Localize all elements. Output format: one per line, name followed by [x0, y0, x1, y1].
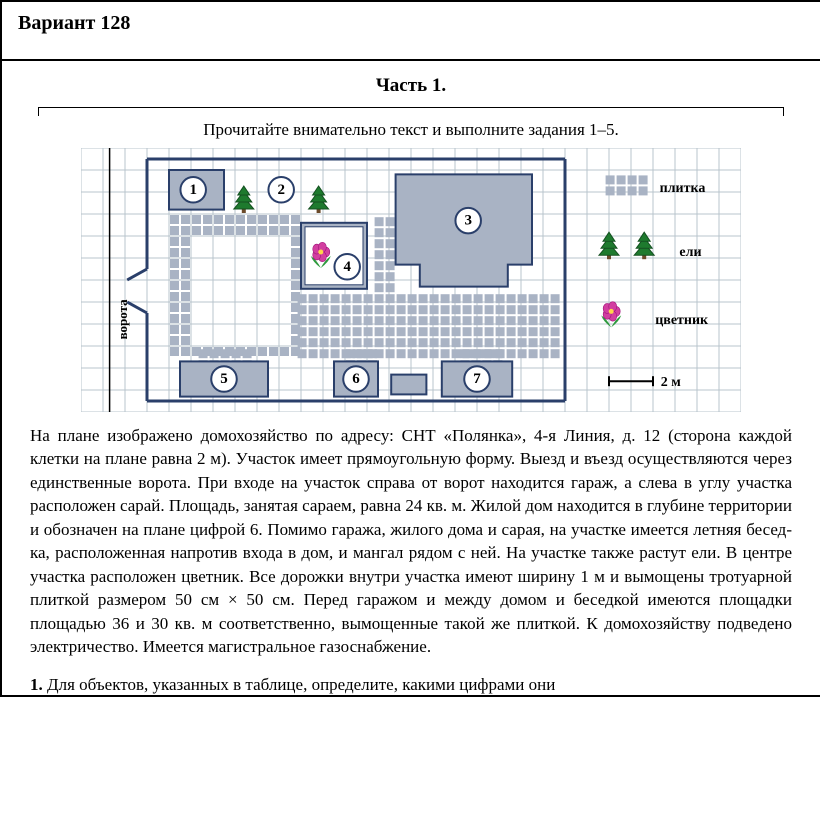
- gate-label: ворота: [115, 299, 130, 340]
- buildings: [169, 170, 532, 397]
- plan-diagram: 1 2 3 4 5 6 7 ворота плитка ели цветник 2 м: [81, 148, 741, 412]
- legend-label: цветник: [655, 313, 709, 328]
- instruction-text: Прочитайте внимательно текст и выполните…: [38, 120, 784, 140]
- part-title: Часть 1.: [26, 75, 796, 97]
- plan-label-num: 4: [343, 259, 351, 275]
- document-frame: Вариант 128 Часть 1. Прочитайте внимател…: [0, 0, 820, 697]
- variant-title: Вариант 128: [18, 12, 804, 35]
- tree-icon: [234, 186, 254, 213]
- plan-label-num: 6: [352, 371, 360, 387]
- plan-label-num: 7: [473, 371, 481, 387]
- body-paragraph: На плане изображено домохозяйство по адр…: [30, 424, 792, 659]
- header-box: Вариант 128: [2, 2, 820, 61]
- plan-label-num: 5: [220, 371, 228, 387]
- question-1-number: 1.: [30, 675, 43, 694]
- scale-label: 2 м: [661, 375, 682, 390]
- legend-label: плитка: [660, 181, 706, 196]
- plan-label-num: 3: [464, 213, 472, 229]
- legend-label: ели: [679, 245, 701, 260]
- instruction-frame: Прочитайте внимательно текст и выполните…: [38, 107, 784, 412]
- plan-label-num: 1: [189, 182, 197, 198]
- plan-label-num: 2: [277, 182, 285, 198]
- content-box: Часть 1. Прочитайте внимательно текст и …: [2, 61, 820, 695]
- tree-icon: [309, 186, 329, 213]
- question-1-text: Для объектов, указанных в таблице, опред…: [43, 675, 556, 694]
- question-1: 1. Для объектов, указанных в таблице, оп…: [30, 675, 792, 695]
